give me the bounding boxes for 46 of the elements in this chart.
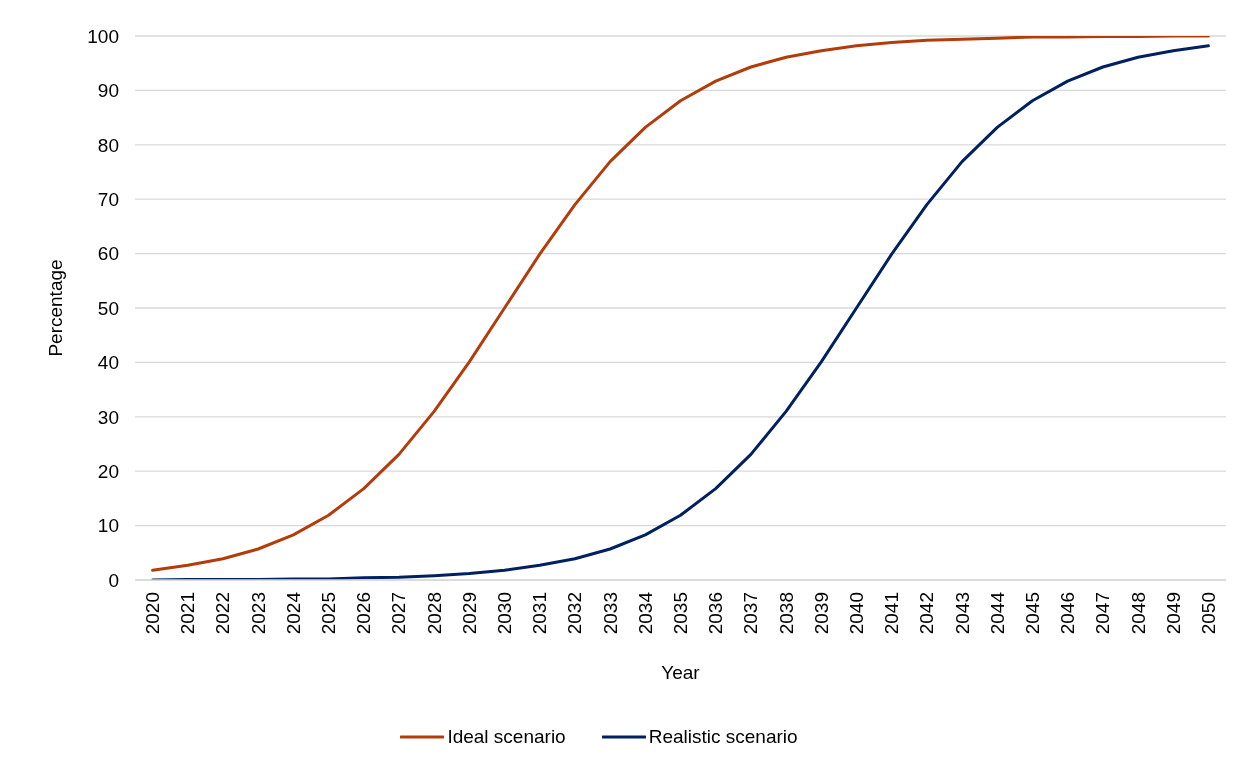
x-tick-label: 2030: [494, 592, 516, 635]
x-tick-label: 2024: [282, 591, 304, 635]
x-tick-label: 2031: [529, 592, 551, 635]
y-tick-label: 100: [87, 25, 119, 47]
x-tick-label: 2023: [247, 592, 269, 635]
y-tick-label: 50: [97, 297, 119, 319]
x-tick-label: 2027: [388, 592, 410, 635]
x-tick-label: 2025: [318, 592, 340, 635]
x-tick-label: 2047: [1092, 592, 1114, 635]
x-tick-label: 2028: [423, 592, 445, 635]
x-tick-label: 2037: [740, 592, 762, 635]
y-tick-label: 80: [97, 134, 119, 156]
x-tick-label: 2043: [951, 592, 973, 635]
y-tick-label: 60: [97, 243, 119, 265]
x-tick-label: 2039: [810, 592, 832, 635]
y-tick-label: 20: [97, 460, 119, 482]
legend-label: Ideal scenario: [447, 726, 566, 748]
y-tick-label: 70: [97, 188, 119, 210]
y-tick-label: 40: [97, 352, 119, 374]
legend-label: Realistic scenario: [648, 726, 798, 748]
x-tick-label: 2022: [212, 592, 234, 635]
x-tick-label: 2048: [1127, 592, 1149, 635]
x-tick-label: 2029: [458, 592, 480, 635]
y-axis-title: Percentage: [44, 259, 66, 357]
x-tick-label: 2042: [916, 592, 938, 635]
x-tick-label: 2046: [1057, 592, 1079, 635]
x-tick-label: 2032: [564, 592, 586, 635]
x-tick-label: 2045: [1021, 592, 1043, 635]
x-axis-title: Year: [661, 661, 701, 683]
y-tick-label: 0: [108, 569, 119, 591]
y-tick-label: 30: [97, 406, 119, 428]
x-tick-label: 2026: [353, 592, 375, 635]
x-tick-label: 2040: [845, 592, 867, 635]
x-tick-label: 2049: [1162, 592, 1184, 635]
x-tick-label: 2034: [634, 591, 656, 635]
x-tick-label: 2038: [775, 592, 797, 635]
x-tick-label: 2050: [1197, 592, 1219, 635]
x-tick-label: 2021: [177, 592, 199, 635]
x-tick-label: 2033: [599, 592, 621, 635]
x-tick-label: 2036: [705, 592, 727, 635]
x-tick-label: 2044: [986, 591, 1008, 635]
x-tick-label: 2020: [142, 592, 164, 635]
x-tick-label: 2035: [670, 592, 691, 635]
y-tick-label: 90: [97, 80, 119, 102]
y-tick-label: 10: [97, 515, 119, 537]
x-tick-label: 2041: [881, 592, 903, 635]
